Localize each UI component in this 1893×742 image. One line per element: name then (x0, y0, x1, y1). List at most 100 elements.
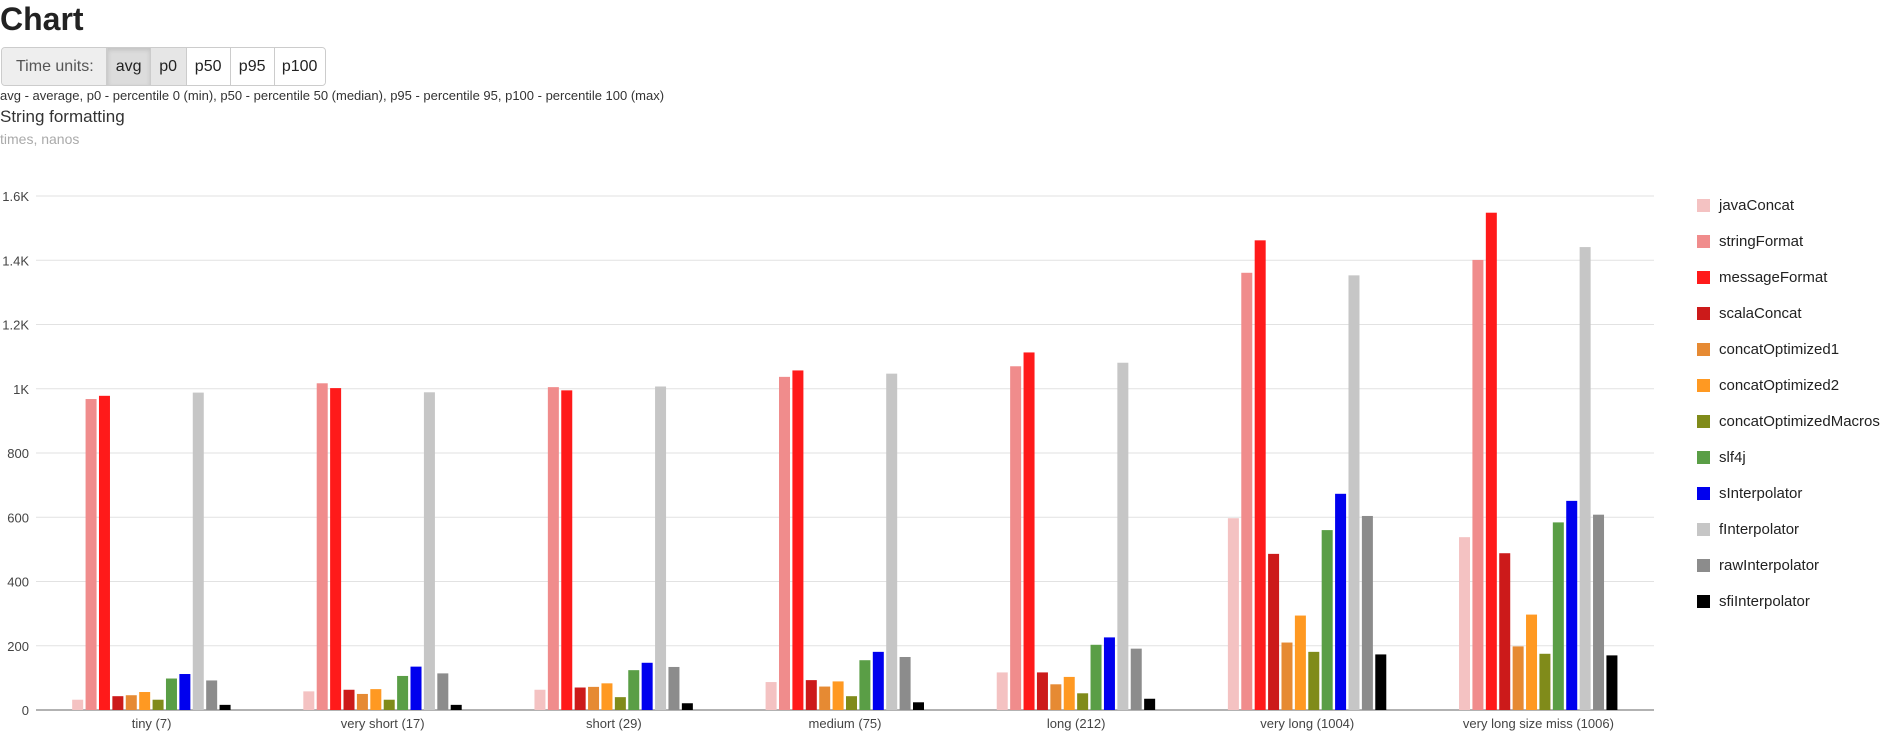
bar-fInterpolator-4 (1117, 362, 1129, 710)
bar-fInterpolator-3 (886, 373, 898, 710)
bar-concatOptimized2-6 (1526, 614, 1538, 710)
y-tick-label: 600 (7, 510, 29, 525)
bar-concatOptimized1-1 (356, 693, 368, 710)
bar-stringFormat-6 (1472, 259, 1484, 710)
bar-concatOptimizedMacros-4 (1077, 693, 1089, 710)
bar-concatOptimized1-5 (1281, 642, 1293, 710)
legend-label: javaConcat (1719, 196, 1795, 214)
bar-sfiInterpolator-3 (913, 702, 924, 710)
bar-javaConcat-4 (996, 672, 1008, 710)
legend-item: rawInterpolator (1697, 555, 1819, 575)
avg-button[interactable]: avg (106, 48, 150, 85)
bar-sInterpolator-3 (872, 651, 884, 710)
legend-label: concatOptimized2 (1719, 376, 1840, 394)
bar-scalaConcat-4 (1036, 672, 1048, 710)
legend-swatch (1697, 414, 1710, 428)
bar-fInterpolator-1 (423, 392, 435, 710)
bar-sInterpolator-4 (1103, 637, 1115, 710)
bar-messageFormat-3 (792, 370, 804, 710)
legend-item: concatOptimized2 (1697, 375, 1839, 395)
bar-scalaConcat-3 (805, 680, 817, 710)
legend-item: stringFormat (1697, 231, 1803, 251)
y-tick-label: 200 (7, 639, 29, 654)
y-tick-label: 1.4K (2, 253, 29, 268)
bar-rawInterpolator-4 (1130, 648, 1142, 710)
bar-sfiInterpolator-5 (1375, 654, 1387, 710)
x-tick-label: very long size miss (1006) (1463, 716, 1614, 731)
y-tick-label: 800 (7, 446, 29, 461)
legend-label: stringFormat (1719, 232, 1804, 250)
bar-scalaConcat-0 (112, 696, 124, 710)
bar-fInterpolator-0 (192, 392, 204, 710)
legend-label: messageFormat (1719, 268, 1828, 286)
bar-sfiInterpolator-6 (1606, 655, 1618, 710)
bar-concatOptimized1-4 (1050, 684, 1062, 710)
bar-stringFormat-0 (85, 399, 97, 710)
legend-swatch (1697, 270, 1710, 284)
bar-slf4j-2 (628, 670, 640, 710)
chart-subtitle: times, nanos (0, 131, 80, 147)
bar-javaConcat-3 (765, 682, 777, 710)
legend-label: rawInterpolator (1719, 556, 1820, 574)
bar-fInterpolator-5 (1348, 275, 1360, 710)
bar-javaConcat-5 (1227, 518, 1239, 710)
bar-slf4j-4 (1090, 644, 1102, 710)
legend-swatch (1697, 450, 1710, 464)
bar-messageFormat-5 (1254, 240, 1266, 710)
bar-stringFormat-5 (1241, 272, 1253, 710)
bar-slf4j-6 (1552, 522, 1564, 710)
legend-swatch (1697, 522, 1710, 536)
legend-label: concatOptimized1 (1719, 340, 1840, 358)
bar-concatOptimizedMacros-3 (846, 696, 857, 710)
page-title: Chart (0, 1, 84, 37)
p100-button[interactable]: p100 (273, 48, 325, 85)
y-tick-label: 1.2K (2, 318, 29, 333)
bar-concatOptimized1-0 (125, 695, 137, 710)
bar-javaConcat-6 (1459, 537, 1471, 710)
bar-sInterpolator-6 (1566, 500, 1578, 710)
bar-rawInterpolator-2 (668, 666, 680, 710)
bar-sInterpolator-5 (1335, 493, 1347, 710)
bar-messageFormat-2 (561, 390, 573, 710)
p50-button[interactable]: p50 (185, 48, 230, 85)
bar-rawInterpolator-0 (206, 680, 218, 710)
time-units-description: avg - average, p0 - percentile 0 (min), … (0, 88, 665, 103)
bar-concatOptimized1-6 (1512, 646, 1524, 710)
legend-label: sInterpolator (1719, 484, 1803, 502)
y-tick-label: 1K (13, 382, 29, 397)
x-tick-label: tiny (7) (132, 716, 172, 731)
bar-sInterpolator-2 (641, 662, 653, 710)
legend-item: javaConcat (1697, 195, 1794, 215)
bar-stringFormat-3 (779, 376, 790, 710)
p95-button[interactable]: p95 (229, 48, 274, 85)
legend-swatch (1697, 198, 1710, 212)
time-units-toolbar: Time units: avg p0 p50 p95 p100 (1, 47, 326, 86)
y-tick-label: 0 (22, 703, 29, 718)
bar-messageFormat-4 (1023, 352, 1035, 710)
legend-swatch (1697, 378, 1710, 392)
legend-swatch (1697, 234, 1710, 248)
legend-label: concatOptimizedMacros (1719, 412, 1880, 430)
legend-label: slf4j (1719, 448, 1746, 466)
bar-fInterpolator-2 (655, 386, 667, 710)
bar-concatOptimized2-5 (1294, 615, 1306, 710)
legend-swatch (1697, 306, 1710, 320)
bar-scalaConcat-2 (574, 687, 586, 710)
legend-label: fInterpolator (1719, 520, 1800, 538)
bar-messageFormat-1 (330, 388, 342, 710)
bar-slf4j-0 (165, 678, 177, 710)
legend-label: scalaConcat (1719, 304, 1802, 322)
bar-concatOptimized2-1 (370, 689, 382, 710)
bar-concatOptimized1-2 (588, 686, 600, 710)
x-tick-label: medium (75) (809, 716, 882, 731)
bar-fInterpolator-6 (1579, 247, 1591, 711)
x-tick-label: very long (1004) (1260, 716, 1354, 731)
bar-concatOptimized2-0 (139, 692, 151, 710)
bar-scalaConcat-1 (343, 689, 355, 710)
p0-button[interactable]: p0 (149, 48, 186, 85)
x-tick-label: short (29) (586, 716, 642, 731)
bar-slf4j-5 (1321, 530, 1333, 710)
x-tick-label: very short (17) (341, 716, 425, 731)
bar-sfiInterpolator-1 (450, 704, 462, 710)
bar-javaConcat-1 (303, 691, 315, 710)
